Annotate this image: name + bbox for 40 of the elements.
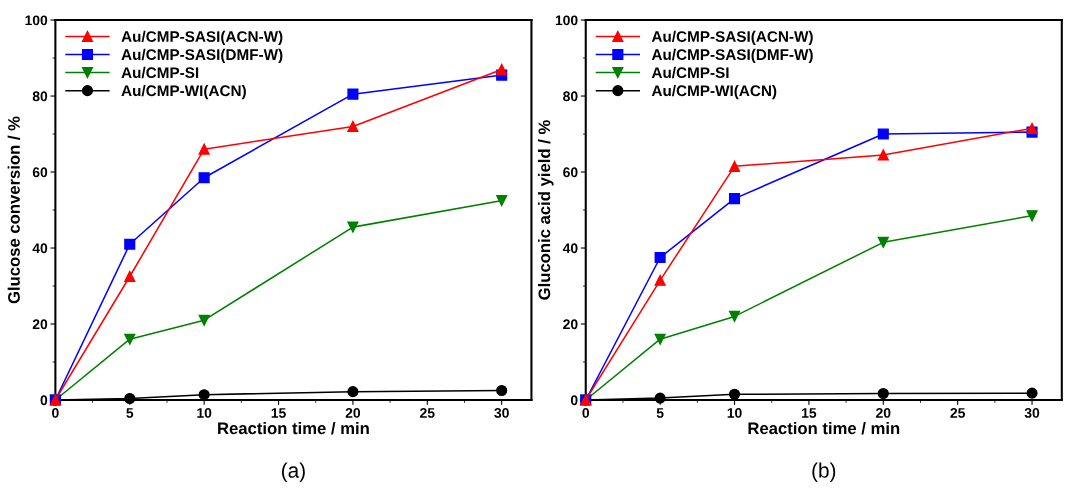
legend-label: Au/CMP-WI(ACN) — [121, 84, 246, 100]
x-tick-label: 5 — [126, 408, 134, 418]
x-axis-title: Reaction time / min — [218, 421, 369, 435]
x-tick-label: 20 — [876, 408, 891, 418]
legend-label: Au/CMP-SI — [651, 66, 729, 79]
y-tick-label: 40 — [562, 243, 578, 254]
legend-label: Au/CMP-SASI(DMF-W) — [651, 48, 813, 64]
x-tick-label: 20 — [345, 408, 361, 418]
x-axis-title: Reaction time / min — [748, 421, 900, 435]
x-tick-label: 15 — [802, 408, 817, 418]
text: (a) — [281, 462, 305, 482]
y-tick-label: 40 — [32, 243, 48, 254]
x-tick-label: 25 — [420, 408, 435, 418]
y-axis-title: Glucose conversion / % — [7, 116, 21, 304]
y-tick-label: 0 — [40, 395, 48, 406]
x-tick-label: 0 — [52, 408, 59, 418]
legend-label: Au/CMP-SI — [121, 66, 199, 79]
x-tick-label: 5 — [656, 408, 664, 418]
y-tick-label: 80 — [32, 91, 48, 102]
x-tick-label: 25 — [950, 408, 966, 418]
x-tick-label: 30 — [494, 408, 509, 418]
y-tick-label: 60 — [563, 167, 578, 178]
y-axis-title: Gluconic acid yield / % — [538, 120, 554, 300]
y-tick-label: 80 — [563, 91, 578, 102]
x-tick-label: 30 — [1024, 408, 1040, 418]
x-tick-label: 0 — [582, 408, 590, 418]
legend-label: Au/CMP-SASI(DMF-W) — [121, 48, 283, 64]
y-tick-label: 20 — [563, 319, 578, 330]
y-tick-label: 60 — [32, 167, 48, 178]
y-tick-label: 100 — [25, 15, 48, 26]
y-tick-label: 20 — [32, 319, 48, 330]
x-tick-label: 15 — [271, 408, 286, 418]
legend-label: Au/CMP-SASI(ACN-W) — [121, 30, 283, 45]
y-tick-label: 100 — [555, 15, 578, 26]
text: (b) — [812, 462, 836, 482]
x-tick-label: 10 — [197, 408, 212, 418]
legend-label: Au/CMP-SASI(ACN-W) — [651, 30, 813, 45]
x-tick-label: 10 — [727, 408, 742, 418]
y-tick-label: 0 — [570, 395, 578, 406]
legend-label: Au/CMP-WI(ACN) — [651, 84, 777, 100]
